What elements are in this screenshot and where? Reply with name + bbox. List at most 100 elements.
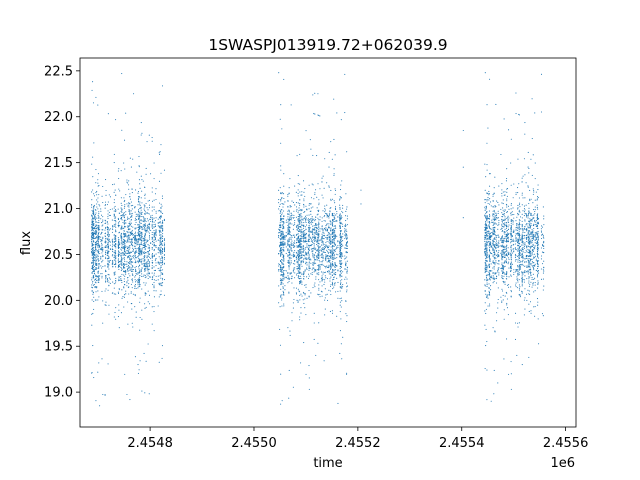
data-point <box>289 204 291 207</box>
data-point <box>97 272 99 274</box>
data-point <box>153 330 155 332</box>
data-point <box>158 229 160 231</box>
data-point <box>328 289 330 291</box>
data-point <box>98 216 100 218</box>
data-point <box>102 202 104 204</box>
data-point <box>292 263 294 265</box>
data-point <box>300 239 302 241</box>
data-point <box>102 221 104 223</box>
data-point <box>141 273 143 275</box>
data-point <box>334 250 336 253</box>
data-point <box>340 280 342 282</box>
data-point <box>326 261 328 263</box>
data-point <box>153 249 155 251</box>
data-point <box>485 254 487 256</box>
data-point <box>95 291 97 293</box>
data-point <box>489 228 491 230</box>
data-point <box>107 241 109 243</box>
data-point <box>331 271 333 273</box>
data-point <box>305 252 307 254</box>
data-point <box>144 218 146 220</box>
data-point <box>328 166 330 168</box>
data-point <box>542 278 544 280</box>
data-point <box>534 162 536 164</box>
data-point <box>157 252 159 254</box>
data-point <box>96 276 98 278</box>
data-point <box>140 238 142 240</box>
data-point <box>160 266 162 268</box>
data-point <box>300 237 302 239</box>
data-point <box>161 243 163 245</box>
data-point <box>318 250 320 252</box>
data-point <box>332 249 334 251</box>
data-point <box>160 264 162 266</box>
data-point <box>140 134 142 136</box>
data-point <box>137 198 140 200</box>
data-point <box>130 261 132 263</box>
data-point <box>308 255 310 257</box>
data-point <box>120 235 122 237</box>
data-point <box>278 270 280 272</box>
data-point <box>285 232 287 234</box>
data-point <box>310 220 312 222</box>
scatter-points <box>91 72 545 407</box>
data-point <box>130 232 132 234</box>
data-point <box>524 133 526 135</box>
data-point <box>293 298 295 301</box>
data-point <box>153 231 155 234</box>
data-point <box>304 237 306 239</box>
data-point <box>102 254 104 256</box>
data-point <box>105 280 107 282</box>
data-point <box>306 246 308 249</box>
data-point <box>129 211 131 213</box>
data-point <box>154 245 157 247</box>
data-point <box>107 216 109 218</box>
data-point <box>339 255 341 257</box>
data-point <box>279 237 281 239</box>
data-point <box>521 364 523 366</box>
data-point <box>106 228 108 231</box>
data-point <box>91 290 93 292</box>
data-point <box>112 251 114 253</box>
data-point <box>316 272 318 274</box>
data-point <box>128 252 130 254</box>
data-point <box>297 250 299 252</box>
data-point <box>279 344 282 346</box>
data-point <box>284 201 286 203</box>
data-point <box>319 115 321 117</box>
data-point <box>104 201 107 203</box>
data-point <box>151 247 153 249</box>
data-point <box>122 222 124 224</box>
data-point <box>333 231 335 233</box>
data-point <box>321 235 323 237</box>
data-point <box>346 291 348 293</box>
data-point <box>313 245 315 247</box>
data-point <box>321 253 323 255</box>
data-point <box>310 219 312 221</box>
data-point <box>146 239 148 241</box>
data-point <box>151 267 153 269</box>
data-point <box>307 218 309 220</box>
data-point <box>128 204 130 206</box>
data-point <box>141 179 143 181</box>
data-point <box>132 158 134 160</box>
data-point <box>334 254 336 256</box>
data-point <box>150 258 152 260</box>
data-point <box>485 222 487 224</box>
data-point <box>288 257 290 259</box>
data-point <box>510 291 512 293</box>
data-point <box>281 269 283 271</box>
data-point <box>326 230 328 232</box>
data-point <box>299 228 301 231</box>
data-point <box>123 274 125 276</box>
data-point <box>304 258 306 260</box>
data-point <box>294 236 296 238</box>
data-point <box>115 229 117 231</box>
data-point <box>117 217 119 220</box>
data-point <box>299 282 301 284</box>
data-point <box>306 258 308 260</box>
data-point <box>287 272 289 274</box>
data-point <box>117 245 120 247</box>
data-point <box>335 257 337 259</box>
data-point <box>138 281 140 283</box>
